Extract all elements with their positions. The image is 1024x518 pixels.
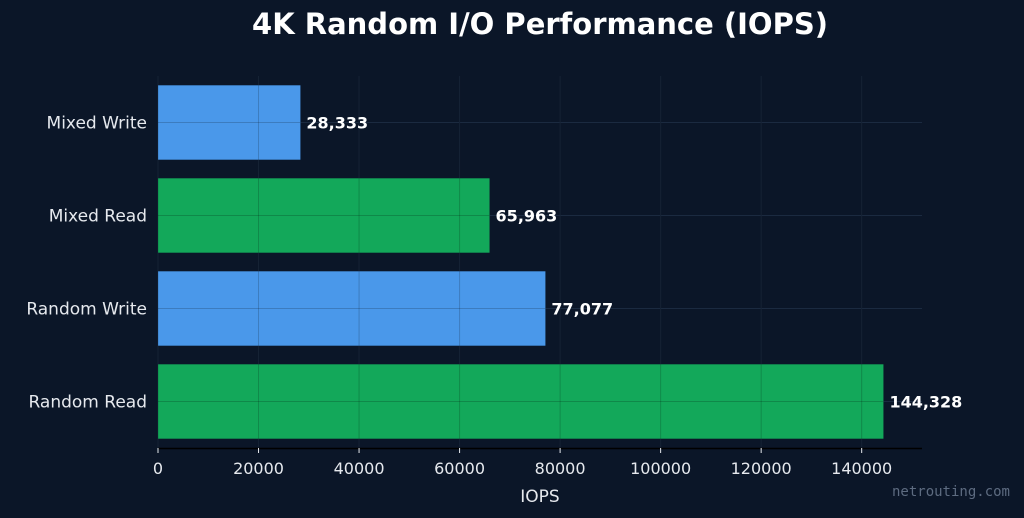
category-label: Mixed Read bbox=[49, 207, 147, 227]
x-tick-label: 60000 bbox=[434, 459, 485, 478]
value-label: 65,963 bbox=[496, 207, 558, 226]
chart-title: 4K Random I/O Performance (IOPS) bbox=[252, 7, 828, 41]
x-tick-label: 120000 bbox=[731, 459, 792, 478]
labels: Random Read 144,328 Random Write 77,077 Mixe… bbox=[26, 114, 962, 413]
x-tick-label: 40000 bbox=[334, 459, 385, 478]
bars bbox=[158, 85, 884, 439]
watermark: netrouting.com bbox=[892, 484, 1010, 500]
x-tick-label: 100000 bbox=[630, 459, 691, 478]
category-label: Random Write bbox=[26, 300, 147, 320]
value-label: 77,077 bbox=[551, 300, 613, 319]
x-tick-label: 0 bbox=[153, 459, 163, 478]
category-label: Mixed Write bbox=[47, 114, 147, 134]
value-label: 28,333 bbox=[306, 114, 368, 133]
bar-mixed-read bbox=[158, 178, 490, 253]
bar-random-read bbox=[158, 364, 884, 439]
bar-mixed-write bbox=[158, 85, 301, 160]
x-tick-label: 80000 bbox=[535, 459, 586, 478]
x-axis-label: IOPS bbox=[520, 487, 559, 507]
x-axis: 0 20000 40000 60000 80000 100000 120000 140000 bbox=[153, 447, 922, 478]
x-tick-label: 20000 bbox=[233, 459, 284, 478]
category-label: Random Read bbox=[28, 393, 147, 413]
bar-random-write bbox=[158, 271, 546, 346]
grid-overlay bbox=[157, 76, 884, 448]
x-tick-label: 140000 bbox=[831, 459, 892, 478]
value-label: 144,328 bbox=[889, 393, 962, 412]
